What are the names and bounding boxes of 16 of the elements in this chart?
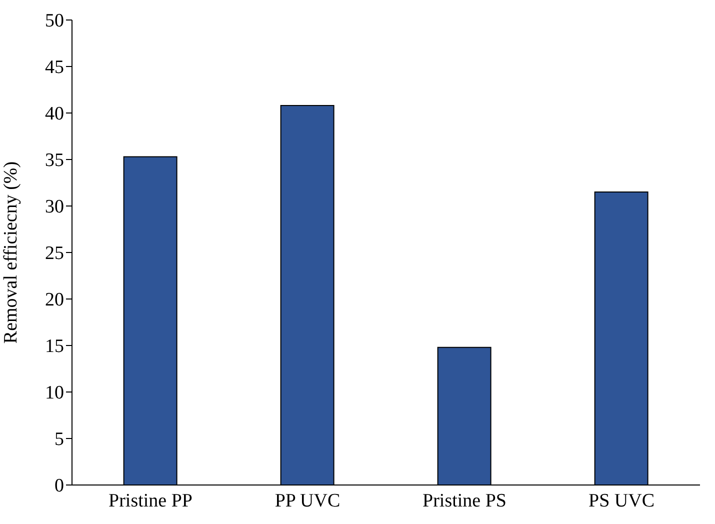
y-tick-label: 45 (45, 57, 64, 78)
y-tick-label: 35 (45, 150, 64, 172)
y-axis-title: Removal efficiecny (%) (0, 161, 22, 344)
x-tick-label: PS UVC (588, 490, 654, 512)
y-tick-label: 20 (45, 290, 64, 311)
x-tick-label: PP UVC (274, 490, 340, 512)
x-tick-label: Pristine PP (108, 490, 192, 512)
y-tick-label: 40 (45, 104, 64, 125)
y-tick-label: 15 (45, 336, 64, 358)
y-tick-label: 5 (54, 429, 64, 450)
y-tick-label: 30 (45, 196, 64, 218)
y-tick-label: 0 (54, 476, 64, 497)
y-tick-label: 25 (45, 243, 64, 264)
y-tick-label: 10 (45, 382, 64, 404)
x-tick-label: Pristine PS (422, 490, 506, 512)
y-tick-label: 50 (45, 10, 64, 32)
